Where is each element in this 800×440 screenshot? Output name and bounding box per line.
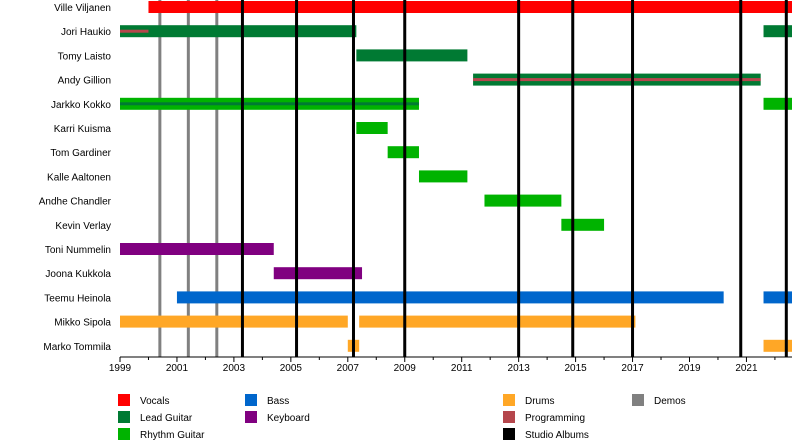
x-tick-label: 2007 — [337, 363, 360, 374]
x-tick-label: 2003 — [223, 363, 246, 374]
x-tick-label: 2017 — [621, 363, 644, 374]
member-bar-lead — [356, 49, 468, 62]
member-label: Andhe Chandler — [39, 197, 112, 208]
member-label: Tomy Laisto — [58, 51, 112, 62]
x-tick-label: 1999 — [109, 363, 132, 374]
member-bar-programming — [473, 78, 761, 82]
member-label: Marko Tommila — [43, 342, 111, 353]
member-bar-programming — [120, 29, 149, 33]
x-tick-label: 2013 — [508, 363, 531, 374]
member-label: Kevin Verlay — [55, 221, 111, 232]
x-tick-label: 2011 — [451, 363, 473, 374]
x-tick-label: 2021 — [735, 363, 758, 374]
legend-swatch-keyboard — [245, 411, 257, 423]
member-bar-drums — [120, 315, 348, 328]
legend-label-studio: Studio Albums — [525, 430, 589, 440]
legend-swatch-vocals — [118, 394, 130, 406]
legend: Vocals Lead Guitar Rhythm Guitar Bass Keyboa… — [118, 394, 686, 440]
legend-swatch-demos — [632, 394, 644, 406]
member-bar-bass — [176, 291, 724, 304]
legend-label-lead: Lead Guitar — [140, 413, 193, 424]
member-bar-rhythm — [484, 194, 562, 207]
member-bars — [120, 1, 792, 352]
legend-label-programming: Programming — [525, 413, 585, 424]
x-axis: 1999 2001 2003 2005 2007 2009 2011 2013 2015 2017… — [109, 356, 792, 374]
member-label: Toni Nummelin — [45, 245, 111, 256]
member-label: Kalle Aaltonen — [47, 172, 111, 183]
member-bar-rhythm — [356, 122, 388, 134]
member-label: Mikko Sipola — [54, 318, 111, 329]
legend-swatch-drums — [503, 394, 515, 406]
member-bar-rhythm — [418, 170, 468, 183]
member-labels: Ville Viljanen Jori Haukio Tomy Laisto Andy… — [39, 3, 112, 353]
member-bar-keyboard — [120, 243, 274, 255]
legend-label-vocals: Vocals — [140, 396, 169, 407]
member-bar-vocals — [148, 1, 792, 13]
legend-label-rhythm: Rhythm Guitar — [140, 430, 205, 440]
member-label: Karri Kuisma — [54, 124, 112, 135]
event-lines-front — [240, 0, 788, 357]
member-label: Jori Haukio — [61, 27, 111, 38]
member-label: Andy Gillion — [58, 76, 111, 87]
member-label: Ville Viljanen — [54, 3, 111, 14]
x-tick-label: 2015 — [564, 363, 587, 374]
legend-swatch-studio — [503, 428, 515, 440]
x-tick-label: 2009 — [394, 363, 417, 374]
member-label: Teemu Heinola — [44, 293, 111, 304]
member-label: Jarkko Kokko — [51, 100, 111, 111]
x-tick-label: 2005 — [280, 363, 303, 374]
member-bar-lead — [120, 102, 177, 106]
legend-swatch-lead — [118, 411, 130, 423]
legend-label-keyboard: Keyboard — [267, 413, 310, 424]
event-lines — [158, 0, 219, 357]
legend-label-demos: Demos — [654, 396, 686, 407]
legend-label-bass: Bass — [267, 396, 289, 407]
member-bar-keyboard — [273, 267, 363, 280]
x-tick-label: 2019 — [678, 363, 701, 374]
member-label: Tom Gardiner — [50, 148, 111, 159]
member-bar-lead — [120, 25, 357, 38]
member-bar-drums — [359, 315, 636, 328]
x-tick-label: 2001 — [166, 363, 189, 374]
legend-swatch-programming — [503, 411, 515, 423]
member-label: Joona Kukkola — [45, 269, 111, 280]
member-bar-rhythm — [561, 218, 605, 231]
legend-label-drums: Drums — [525, 396, 554, 407]
legend-swatch-bass — [245, 394, 257, 406]
legend-swatch-rhythm — [118, 428, 130, 440]
